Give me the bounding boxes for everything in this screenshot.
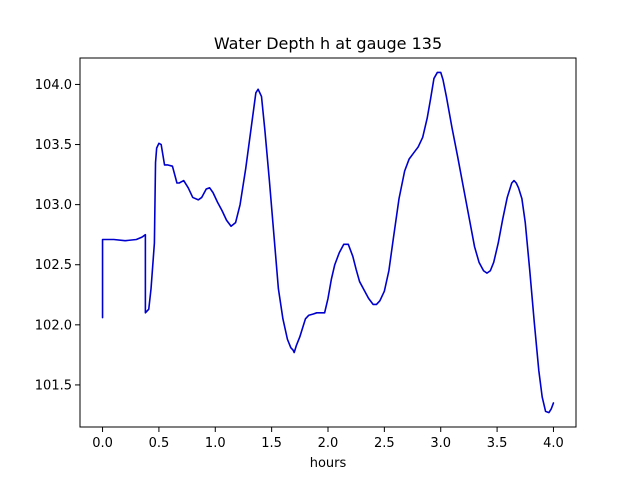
x-tick-label: 2.5 [374, 436, 395, 451]
x-tick-label: 4.0 [543, 436, 564, 451]
x-tick-label: 0.5 [149, 436, 170, 451]
x-tick-label: 1.5 [261, 436, 282, 451]
x-axis-label: hours [310, 456, 347, 471]
series-line-water-depth [101, 71, 555, 414]
x-tick-label: 2.0 [318, 436, 339, 451]
x-axis: 0.0 0.5 1.0 1.5 2.0 2.5 3.0 3.5 4.0 [92, 427, 564, 451]
y-tick-label: 101.5 [35, 378, 72, 393]
y-tick-label: 102.5 [35, 258, 72, 273]
x-tick-label: 1.0 [205, 436, 226, 451]
series-layer [101, 71, 555, 414]
y-tick-label: 102.0 [35, 318, 72, 333]
chart-title: Water Depth h at gauge 135 [214, 34, 442, 53]
x-tick-label: 3.5 [487, 436, 508, 451]
x-tick-label: 3.0 [430, 436, 451, 451]
plot-area [80, 58, 576, 427]
x-tick-label: 0.0 [92, 436, 113, 451]
y-tick-label: 103.0 [35, 198, 72, 213]
y-tick-label: 104.0 [35, 78, 72, 93]
y-tick-label: 103.5 [35, 138, 72, 153]
y-axis: 101.5 102.0 102.5 103.0 103.5 104.0 [35, 78, 80, 393]
